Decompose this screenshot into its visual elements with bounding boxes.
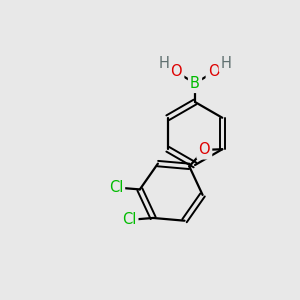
Text: H: H (221, 56, 232, 70)
Text: B: B (190, 76, 200, 91)
Text: O: O (199, 142, 210, 157)
Text: Cl: Cl (122, 212, 136, 227)
Text: Cl: Cl (109, 180, 123, 195)
Text: H: H (158, 56, 169, 70)
Text: O: O (171, 64, 182, 80)
Text: O: O (208, 64, 219, 80)
